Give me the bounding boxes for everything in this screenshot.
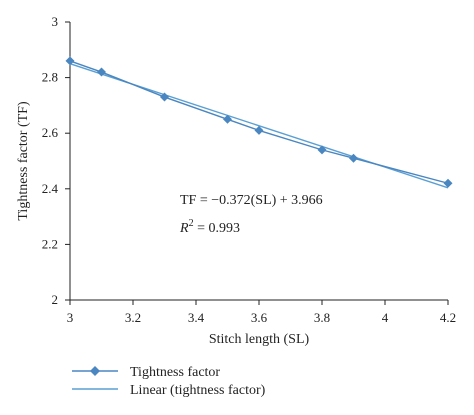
- x-tick-label: 3.4: [188, 310, 205, 325]
- x-tick-label: 3: [67, 310, 74, 325]
- y-tick-label: 2.4: [42, 181, 59, 196]
- x-tick-label: 3.8: [314, 310, 330, 325]
- data-point-diamond: [223, 114, 232, 124]
- r2-annotation: R2 = 0.993: [179, 218, 240, 236]
- y-axis-title: Tightness factor (TF): [16, 101, 31, 221]
- legend-item-tightness-factor: Tightness factor: [72, 365, 220, 380]
- equation-annotation: TF = −0.372(SL) + 3.966: [180, 193, 323, 208]
- data-point-diamond: [254, 125, 264, 135]
- series-line-tightness-factor: [69, 60, 449, 184]
- y-tick-label: 2.8: [42, 70, 58, 85]
- x-axis-title: Stitch length (SL): [209, 332, 310, 347]
- legend: Tightness factor Linear (tightness facto…: [72, 365, 266, 398]
- data-point-diamond: [97, 67, 106, 77]
- y-tick-label: 2.2: [42, 236, 58, 251]
- legend-item-linear: Linear (tightness factor): [72, 383, 266, 398]
- x-tick-label: 4.2: [440, 310, 456, 325]
- r2-value: = 0.993: [194, 221, 240, 236]
- data-point-diamond: [65, 56, 75, 66]
- x-tick-label: 4: [382, 310, 389, 325]
- data-point-diamond: [160, 92, 169, 102]
- legend-label-linear: Linear (tightness factor): [130, 383, 266, 398]
- y-ticks: 2 2.2 2.4 2.6 2.8 3: [42, 14, 70, 307]
- data-point-diamond: [317, 145, 327, 155]
- data-point-diamond: [443, 178, 453, 188]
- legend-label-tightness-factor: Tightness factor: [130, 365, 220, 380]
- x-tick-label: 3.6: [251, 310, 268, 325]
- y-tick-label: 3: [52, 14, 59, 29]
- series-markers: [65, 56, 453, 188]
- x-tick-label: 3.2: [125, 310, 141, 325]
- data-point-diamond: [349, 153, 358, 163]
- x-ticks: 3 3.2 3.4 3.6 3.8 4 4.2: [67, 300, 456, 325]
- r2-superscript: 2: [189, 218, 194, 229]
- r2-prefix: R: [179, 221, 189, 236]
- y-tick-label: 2: [52, 292, 59, 307]
- legend-diamond-icon: [90, 366, 100, 376]
- y-tick-label: 2.6: [42, 125, 59, 140]
